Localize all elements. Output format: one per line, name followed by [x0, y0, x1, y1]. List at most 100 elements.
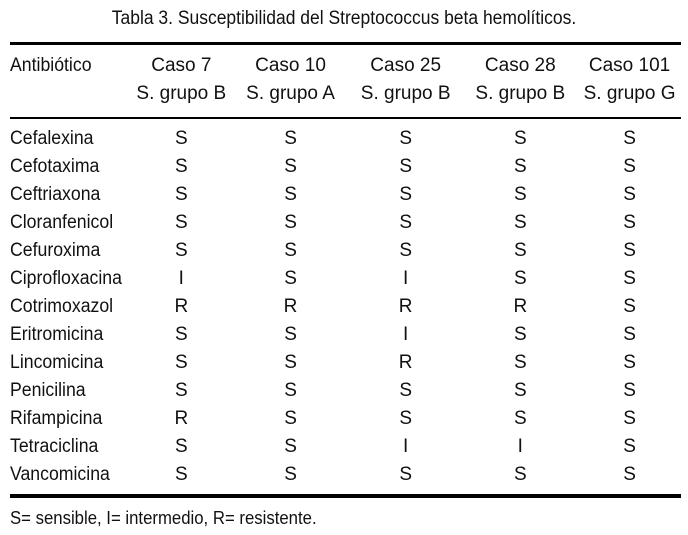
susceptibility-cell: R — [174, 408, 189, 429]
column-header-case: Caso 25 S. grupo B — [349, 47, 463, 115]
antibiotic-cell: Cotrimoxazol — [10, 293, 130, 321]
antibiotic-name: Cotrimoxazol — [10, 296, 114, 317]
susceptibility-cell: S — [399, 184, 413, 205]
susceptibility-cell: S — [284, 436, 297, 457]
susceptibility-cell: I — [403, 268, 409, 289]
susceptibility-cell: S — [174, 240, 188, 261]
susceptibility-cell: S — [513, 408, 527, 429]
susceptibility-cell: S — [513, 184, 527, 205]
column-header-case: Caso 28 S. grupo B — [463, 47, 579, 115]
susceptibility-cell: I — [403, 324, 409, 345]
susceptibility-cell: S — [284, 380, 297, 401]
table-row: Cefuroxima S S S S S — [10, 237, 681, 265]
column-header-label: Antibiótico — [10, 55, 92, 76]
table-row: Penicilina S S S S S — [10, 377, 681, 405]
susceptibility-cell: S — [284, 184, 297, 205]
susceptibility-cell: S — [513, 380, 527, 401]
top-rule — [10, 42, 681, 45]
susceptibility-cell: R — [398, 296, 413, 317]
table-row: Vancomicina S S S S S — [10, 461, 681, 489]
antibiotic-name: Tetraciclina — [10, 436, 99, 457]
susceptibility-cell: S — [174, 464, 188, 485]
susceptibility-cell: I — [517, 436, 523, 457]
column-header-case: Caso 7 S. grupo B — [130, 47, 232, 115]
susceptibility-cell: S — [623, 156, 636, 177]
susceptibility-cell: S — [174, 324, 188, 345]
table-row: Cotrimoxazol R R R R S — [10, 293, 681, 321]
table-row: Cefotaxima S S S S S — [10, 153, 681, 181]
susceptibility-cell: S — [284, 352, 297, 373]
susceptibility-cell: S — [513, 268, 527, 289]
susceptibility-cell: S — [399, 128, 413, 149]
antibiotic-cell: Ciprofloxacina — [10, 265, 130, 293]
susceptibility-cell: S — [513, 128, 527, 149]
column-header-label: Caso 28 — [484, 55, 556, 76]
bottom-rule — [10, 494, 681, 498]
antibiotic-name: Cefotaxima — [10, 156, 100, 177]
susceptibility-cell: S — [174, 128, 188, 149]
susceptibility-cell: S — [623, 408, 636, 429]
susceptibility-cell: S — [399, 156, 413, 177]
table-row: Eritromicina S S I S S — [10, 321, 681, 349]
susceptibility-cell: S — [513, 464, 527, 485]
susceptibility-table: Antibiótico Caso 7 S. grupo B Caso 10 S.… — [10, 47, 681, 489]
antibiotic-cell: Penicilina — [10, 377, 130, 405]
susceptibility-cell: S — [513, 212, 527, 233]
column-header-group: S. grupo A — [246, 83, 335, 104]
table-row: Rifampicina R S S S S — [10, 405, 681, 433]
column-header-case: Caso 10 S. grupo A — [232, 47, 349, 115]
susceptibility-cell: R — [398, 352, 413, 373]
susceptibility-cell: S — [623, 240, 636, 261]
column-header-group: S. grupo G — [583, 83, 676, 104]
susceptibility-cell: S — [623, 296, 636, 317]
antibiotic-name: Ceftriaxona — [10, 184, 101, 205]
susceptibility-cell: S — [284, 156, 297, 177]
susceptibility-cell: S — [174, 156, 188, 177]
susceptibility-cell: S — [284, 268, 297, 289]
susceptibility-cell: S — [284, 128, 297, 149]
antibiotic-name: Vancomicina — [10, 464, 110, 485]
table-row: Cefalexina S S S S S — [10, 115, 681, 153]
table-row: Tetraciclina S S I I S — [10, 433, 681, 461]
antibiotic-name: Penicilina — [10, 380, 86, 401]
susceptibility-cell: S — [174, 380, 188, 401]
susceptibility-cell: S — [623, 380, 636, 401]
susceptibility-cell: S — [174, 352, 188, 373]
susceptibility-cell: S — [399, 464, 413, 485]
table-caption: Tabla 3. Susceptibilidad del Streptococc… — [111, 8, 577, 29]
column-header-group: S. grupo B — [475, 83, 566, 104]
header-row: Antibiótico Caso 7 S. grupo B Caso 10 S.… — [10, 47, 681, 115]
antibiotic-cell: Lincomicina — [10, 349, 130, 377]
susceptibility-cell: S — [623, 324, 636, 345]
antibiotic-name: Cloranfenicol — [10, 212, 114, 233]
antibiotic-name: Cefuroxima — [10, 240, 101, 261]
antibiotic-name: Ciprofloxacina — [10, 268, 122, 289]
antibiotic-name: Rifampicina — [10, 408, 103, 429]
antibiotic-cell: Cloranfenicol — [10, 209, 130, 237]
susceptibility-cell: S — [284, 212, 297, 233]
table-row: Lincomicina S S R S S — [10, 349, 681, 377]
susceptibility-cell: S — [174, 184, 188, 205]
susceptibility-cell: R — [283, 296, 298, 317]
susceptibility-cell: S — [513, 156, 527, 177]
susceptibility-cell: S — [623, 464, 636, 485]
antibiotic-cell: Cefotaxima — [10, 153, 130, 181]
antibiotic-cell: Rifampicina — [10, 405, 130, 433]
table-row: Cloranfenicol S S S S S — [10, 209, 681, 237]
susceptibility-cell: S — [284, 408, 297, 429]
column-header-label: Caso 7 — [151, 55, 212, 76]
susceptibility-cell: S — [513, 352, 527, 373]
susceptibility-cell: S — [284, 240, 297, 261]
susceptibility-cell: I — [403, 436, 409, 457]
antibiotic-name: Eritromicina — [10, 324, 104, 345]
column-header-label: Caso 10 — [255, 55, 326, 76]
susceptibility-cell: S — [399, 212, 413, 233]
susceptibility-cell: S — [623, 436, 636, 457]
antibiotic-cell: Ceftriaxona — [10, 181, 130, 209]
antibiotic-cell: Cefalexina — [10, 115, 130, 153]
susceptibility-cell: R — [174, 296, 189, 317]
susceptibility-cell: S — [623, 128, 636, 149]
antibiotic-cell: Vancomicina — [10, 461, 130, 489]
susceptibility-cell: S — [513, 240, 527, 261]
column-header-label: Caso 101 — [588, 55, 671, 76]
